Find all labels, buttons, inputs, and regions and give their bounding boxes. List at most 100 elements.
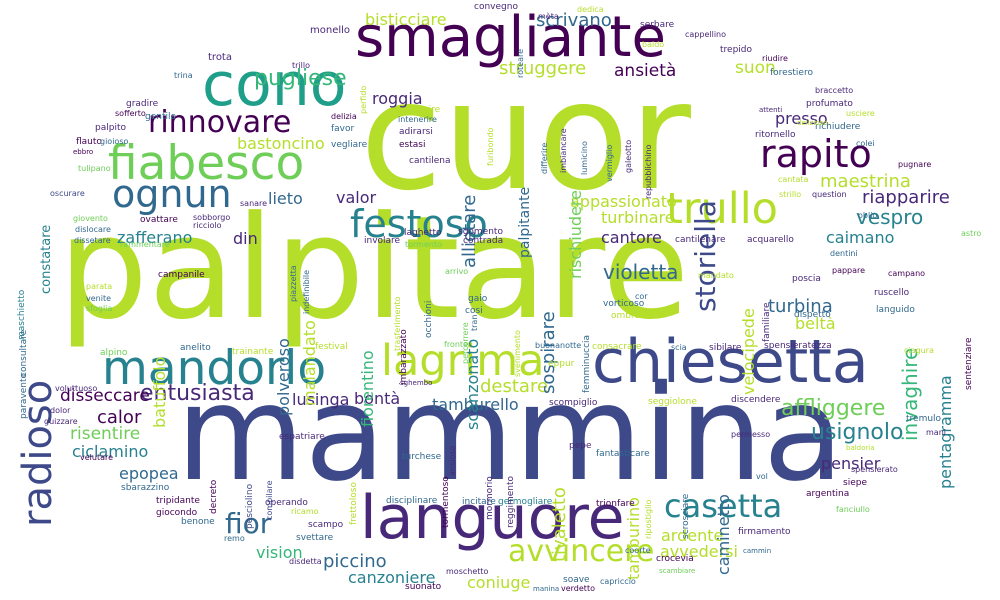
cloud-word: roteare bbox=[516, 48, 525, 78]
cloud-word: mandorlo bbox=[102, 341, 327, 396]
cloud-word: entusiasta bbox=[140, 381, 255, 406]
cloud-word: trota bbox=[208, 52, 232, 63]
cloud-word: intenerire bbox=[398, 115, 437, 124]
cloud-word: fior bbox=[225, 507, 272, 540]
cloud-word: ruscello bbox=[874, 288, 910, 298]
cloud-word: fiorentino bbox=[358, 350, 377, 427]
cloud-word: dispetto bbox=[794, 310, 831, 320]
cloud-word: scrivano bbox=[536, 10, 612, 31]
cloud-word: forestiero bbox=[770, 68, 813, 78]
cloud-word: trullo bbox=[666, 184, 778, 234]
cloud-word: velocipede bbox=[739, 308, 758, 395]
cloud-word: colei bbox=[856, 139, 875, 148]
cloud-word: argentina bbox=[806, 489, 850, 499]
cloud-word: ricciolo bbox=[193, 221, 222, 230]
cloud-word: din bbox=[233, 229, 258, 248]
cloud-word: campano bbox=[888, 269, 926, 278]
cloud-word: differire bbox=[540, 142, 549, 174]
cloud-word: dissetare bbox=[74, 236, 111, 245]
cloud-word: storiella bbox=[689, 200, 722, 312]
cloud-word: disseccare bbox=[60, 386, 150, 406]
cloud-word: palpito bbox=[95, 123, 126, 133]
cloud-word: involare bbox=[364, 236, 401, 246]
cloud-word: parata bbox=[86, 282, 113, 291]
cloud-word: seggiolone bbox=[648, 397, 697, 407]
cloud-word: epopea bbox=[119, 464, 179, 483]
cloud-word: poscia bbox=[792, 274, 821, 284]
cloud-word: cammin bbox=[743, 547, 772, 555]
cloud-word: coorte bbox=[625, 546, 651, 555]
cloud-word: convegno bbox=[474, 2, 518, 12]
cloud-word: acquarello bbox=[747, 235, 794, 245]
cloud-word: trionfare bbox=[596, 499, 635, 509]
cloud-word: tormento bbox=[405, 240, 442, 249]
cloud-word: favor bbox=[331, 124, 355, 134]
cloud-word: tivaletto bbox=[549, 487, 570, 562]
cloud-word: avvincere bbox=[508, 534, 655, 569]
cloud-word: palpitare bbox=[58, 186, 690, 351]
cloud-word: verdetto bbox=[561, 584, 595, 593]
cloud-word: fiabesco bbox=[108, 136, 305, 191]
cloud-word: laghetto bbox=[404, 228, 442, 238]
cloud-word: turbinare bbox=[601, 208, 675, 227]
cloud-word: delizioso bbox=[797, 119, 828, 127]
cloud-word: tulipano bbox=[78, 164, 111, 173]
cloud-word: violetta bbox=[603, 260, 679, 284]
cloud-word: pensier bbox=[821, 454, 881, 473]
cloud-word: gradire bbox=[126, 99, 159, 109]
cloud-word: invaghire bbox=[898, 347, 922, 441]
cloud-word: festival bbox=[315, 342, 348, 352]
cloud-word: scampo bbox=[308, 520, 344, 530]
cloud-word: ognun bbox=[112, 172, 232, 216]
cloud-word: valor bbox=[336, 188, 377, 207]
cloud-word: incitare bbox=[462, 497, 496, 507]
cloud-word: monello bbox=[310, 25, 351, 36]
cloud-word: ebbro bbox=[73, 148, 94, 156]
cloud-word: gioioso bbox=[100, 137, 129, 146]
cloud-word: caimano bbox=[826, 228, 895, 247]
cloud-word: velutare bbox=[80, 453, 114, 462]
cloud-word: perfido bbox=[359, 85, 368, 114]
cloud-word: suon bbox=[735, 58, 776, 78]
cloud-word: trina bbox=[174, 71, 193, 80]
cloud-word: occhioni bbox=[424, 300, 434, 338]
cloud-word: giocondo bbox=[156, 508, 198, 518]
cloud-word: piccino bbox=[323, 551, 387, 572]
cloud-word: mèta bbox=[538, 12, 559, 21]
cloud-word: braccetto bbox=[815, 86, 854, 95]
cloud-word: consultare bbox=[19, 329, 29, 377]
cloud-word: appassionato bbox=[570, 192, 677, 211]
cloud-word: adirarsi bbox=[399, 127, 433, 137]
cloud-word: scrosciare bbox=[681, 493, 691, 539]
cloud-word: tamburino bbox=[624, 497, 643, 580]
cloud-word: remo bbox=[224, 534, 245, 543]
cloud-word: pepe bbox=[569, 441, 592, 451]
cloud-word: sentenziare bbox=[964, 337, 974, 390]
cloud-word: familiare bbox=[762, 302, 772, 342]
cloud-word: destare bbox=[480, 376, 549, 397]
cloud-word: delizia bbox=[331, 112, 357, 121]
cloud-word: mormorio bbox=[485, 476, 495, 520]
cloud-word: pugliese bbox=[254, 66, 347, 91]
cloud-word: vegliare bbox=[331, 140, 368, 150]
cloud-word: sobborgo bbox=[193, 213, 231, 222]
cloud-word: spensierato bbox=[851, 465, 898, 474]
cloud-word: tremulo bbox=[906, 414, 942, 424]
cloud-word: tormentoso bbox=[441, 476, 451, 528]
cloud-word: buonanotte bbox=[535, 341, 582, 350]
cloud-word: manina bbox=[533, 585, 560, 593]
cloud-word: galeotto bbox=[624, 139, 633, 173]
cloud-word: eppur bbox=[548, 359, 575, 369]
cloud-word: voluttuoso bbox=[55, 384, 98, 393]
cloud-word: sofferto bbox=[115, 109, 146, 118]
cloud-word: usciere bbox=[846, 109, 875, 118]
cloud-word: indefinibile bbox=[302, 269, 311, 314]
cloud-word: crocevia bbox=[656, 554, 694, 564]
cloud-word: gaio bbox=[468, 294, 488, 304]
cloud-word: ardente bbox=[661, 526, 724, 545]
cloud-word: ricamo bbox=[291, 507, 319, 516]
cloud-word: soave bbox=[563, 575, 590, 585]
cloud-word: lumicino bbox=[580, 141, 589, 175]
cloud-word: mani bbox=[926, 428, 946, 437]
